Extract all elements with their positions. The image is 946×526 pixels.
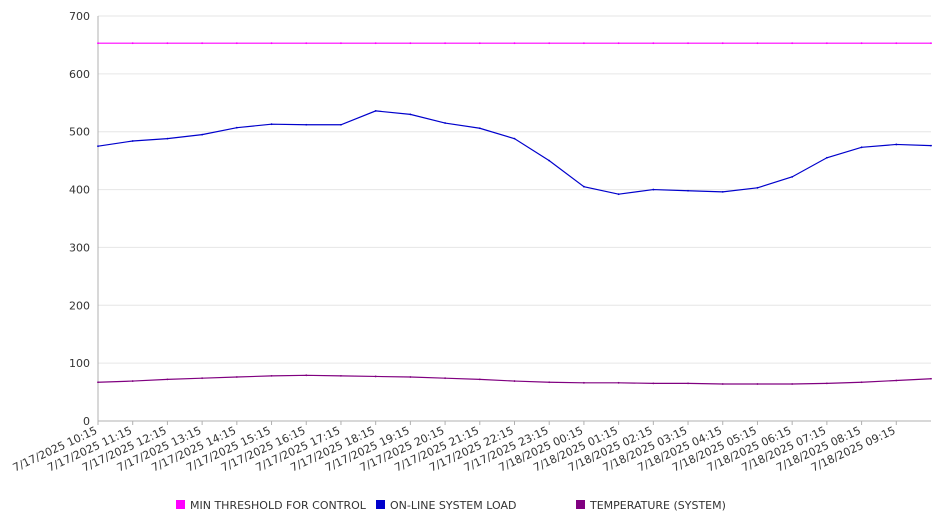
data-point [409,376,412,378]
data-point [721,383,724,385]
data-point [617,193,620,196]
data-point [340,374,342,377]
data-point [513,137,516,140]
data-point [305,374,308,377]
data-point [444,377,446,380]
data-point [409,113,412,116]
data-point [444,42,446,45]
data-point [687,42,689,45]
legend-label: MIN THRESHOLD FOR CONTROL [190,499,367,512]
data-point [201,42,204,45]
y-tick-label: 500 [69,126,90,139]
data-point [652,188,655,191]
data-point [340,42,342,45]
data-point [131,380,134,382]
data-point [201,377,204,380]
data-point [166,42,169,45]
y-tick-label: 0 [83,415,90,428]
data-point [478,127,481,130]
data-point [583,381,585,384]
series-line [97,374,932,385]
series-lines [97,42,932,385]
data-point [97,381,99,384]
data-point [548,159,551,162]
data-point [895,143,898,146]
data-point [860,381,863,384]
data-point [548,381,551,384]
data-point [895,42,898,45]
data-point [374,42,377,45]
data-point [930,144,932,147]
data-point [825,42,828,45]
y-tick-label: 200 [69,299,90,312]
data-point [478,378,481,381]
data-point [444,122,446,124]
data-point [825,382,828,385]
grid-lines [98,15,931,422]
data-point [687,382,689,385]
data-point [652,42,655,45]
data-point [756,42,759,45]
data-point [478,42,481,45]
data-point [930,377,932,380]
data-point [548,42,551,45]
data-point [97,42,99,45]
data-point [235,42,238,45]
data-point [791,42,794,45]
data-point [895,379,898,382]
data-point [166,378,169,381]
data-point [756,186,759,189]
data-point [791,383,794,385]
data-point [270,123,273,126]
data-point [235,126,238,129]
y-tick-label: 600 [69,68,90,81]
data-point [97,145,99,148]
data-point [721,190,724,193]
x-axis-ticks: 7/17/2025 10:157/17/2025 11:157/17/2025 … [11,421,898,474]
data-point [583,185,585,188]
data-point [617,381,620,384]
data-point [305,123,308,126]
y-tick-label: 300 [69,241,90,254]
data-point [791,175,794,178]
data-point [860,146,863,149]
data-point [721,42,724,45]
data-point [131,140,134,142]
data-point [270,374,273,377]
data-point [235,376,238,378]
data-point [930,42,932,45]
data-point [513,380,516,382]
data-point [756,383,759,385]
data-point [201,133,204,136]
data-point [340,123,342,126]
legend: MIN THRESHOLD FOR CONTROL ON-LINE SYSTEM … [176,499,726,512]
data-point [860,42,863,45]
data-point [513,42,516,45]
data-point [374,375,377,378]
data-point [583,42,585,45]
y-tick-label: 400 [69,184,90,197]
y-axis-ticks: 0 100 200 300 400 500 600 700 [69,10,90,428]
legend-swatch [576,500,585,509]
legend-swatch [176,500,185,509]
data-point [166,137,169,140]
data-point [270,42,273,45]
data-point [617,42,620,45]
data-point [305,42,308,45]
legend-label: ON-LINE SYSTEM LOAD [390,499,516,512]
legend-swatch [376,500,385,509]
axes [97,16,931,422]
legend-label: TEMPERATURE (SYSTEM) [589,499,726,512]
data-point [409,42,412,45]
data-point [652,382,655,385]
data-point [825,156,828,159]
y-tick-label: 700 [69,10,90,23]
series-line [97,110,932,195]
data-point [687,189,689,192]
data-point [131,42,134,45]
y-tick-label: 100 [69,357,90,370]
data-point [374,109,377,112]
